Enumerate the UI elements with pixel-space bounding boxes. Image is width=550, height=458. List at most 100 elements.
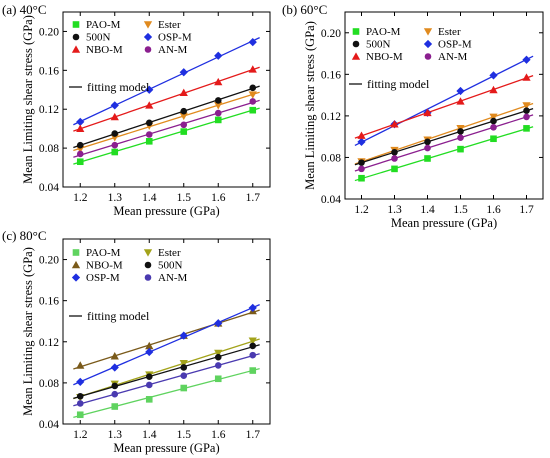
legend-label: NBO-M: [86, 44, 123, 56]
legend-marker-an-m: [144, 274, 152, 281]
legend-fit-label: fitting model: [367, 77, 430, 91]
y-tick-label: 0.20: [321, 28, 341, 40]
x-tick-label: 1.4: [142, 192, 157, 204]
panel-80c: (c) 80°C 1.2 1.3 1.4 1.5 1.6 1.7 0.04 0.08 0.12 0.…: [2, 228, 271, 455]
legend-label: Ester: [438, 26, 461, 38]
data-point-500n: [249, 84, 257, 92]
data-point-osp-m: [489, 71, 498, 80]
data-point-nbo-m: [110, 352, 119, 360]
x-axis-label: Mean pressure (GPa): [113, 441, 219, 455]
x-tick-label: 1.2: [354, 204, 369, 216]
legend-label: Ester: [158, 247, 181, 259]
data-point-500n: [76, 141, 84, 149]
data-point-osp-m: [145, 85, 154, 94]
data-point-pao-m: [180, 384, 188, 392]
data-point-pao-m: [76, 158, 84, 166]
legend-label: PAO-M: [366, 26, 401, 38]
legend-marker-pao-m: [72, 249, 80, 256]
data-point-500n: [424, 138, 431, 146]
y-tick-label: 0.20: [39, 255, 59, 267]
data-point-osp-m: [179, 331, 188, 340]
data-point-500n: [249, 342, 257, 350]
data-point-500n: [391, 148, 398, 156]
y-tick-label: 0.08: [39, 378, 59, 390]
fit-line-ester: [354, 102, 534, 165]
series-area: [73, 303, 260, 419]
data-point-nbo-m: [423, 108, 432, 117]
data-point-nbo-m: [145, 341, 154, 350]
y-tick-label: 0.16: [39, 296, 59, 308]
data-point-an-m: [214, 362, 222, 369]
data-point-pao-m: [76, 411, 84, 419]
legend-label: NBO-M: [366, 51, 403, 63]
data-point-osp-m: [145, 347, 154, 357]
x-tick-label: 1.3: [108, 192, 123, 204]
data-point-500n: [214, 353, 222, 361]
data-point-osp-m: [522, 55, 531, 64]
data-point-pao-m: [424, 155, 431, 162]
y-tick-label: 0.04: [39, 419, 59, 431]
data-point-an-m: [457, 134, 464, 142]
legend-marker-500n: [144, 261, 152, 269]
data-point-osp-m: [248, 303, 257, 312]
data-point-ester: [179, 360, 188, 368]
fit-line-nbo-m: [354, 75, 534, 139]
x-tick-label: 1.2: [73, 429, 88, 441]
x-tick-label: 1.3: [108, 429, 123, 441]
data-point-nbo-m: [357, 131, 366, 139]
data-point-pao-m: [523, 125, 530, 132]
legend-label: NBO-M: [86, 260, 123, 272]
legend: PAO-M Ester 500N OSP-M NBO-M AN-M fitting mode…: [69, 19, 192, 94]
legend-label: PAO-M: [86, 19, 121, 31]
data-point-ester: [214, 102, 223, 110]
legend-fit-label: fitting model: [87, 80, 150, 94]
legend-marker-osp-m: [423, 39, 433, 49]
data-point-an-m: [249, 98, 257, 105]
plot-frame: [62, 238, 271, 425]
data-point-ester: [214, 349, 223, 358]
data-point-an-m: [76, 400, 84, 407]
y-tick-label: 0.08: [39, 143, 59, 155]
legend-marker-nbo-m: [71, 45, 81, 53]
data-point-an-m: [180, 121, 188, 129]
legend-label: 500N: [366, 39, 391, 51]
data-point-an-m: [490, 124, 497, 131]
data-point-nbo-m: [214, 77, 223, 86]
data-point-ester: [179, 112, 188, 121]
legend-label: AN-M: [438, 51, 468, 63]
fit-line-pao-m: [354, 126, 534, 182]
panel-title: (b) 60°C: [282, 2, 327, 17]
data-point-osp-m: [248, 38, 257, 47]
legend: PAO-M Ester NBO-M 500N OSP-M AN-M fitting mode…: [69, 247, 188, 323]
fit-line-osp-m: [73, 37, 260, 126]
x-tick-label: 1.4: [420, 204, 435, 216]
y-axis-label: Mean Limiting shear stress (GPa): [21, 247, 35, 416]
x-axis-label: Mean pressure (GPa): [391, 216, 497, 230]
data-point-nbo-m: [489, 85, 498, 94]
x-tick-label: 1.7: [519, 204, 534, 216]
legend-marker-osp-m: [143, 32, 153, 42]
data-point-an-m: [111, 390, 119, 398]
fit-line-osp-m: [73, 304, 260, 386]
fit-line-nbo-m: [73, 66, 260, 132]
data-point-nbo-m: [248, 65, 257, 73]
legend-marker-pao-m: [72, 21, 80, 28]
y-tick-label: 0.08: [321, 152, 341, 164]
data-point-pao-m: [358, 174, 365, 182]
data-point-pao-m: [145, 138, 153, 145]
data-point-pao-m: [180, 128, 188, 135]
data-point-nbo-m: [456, 97, 465, 105]
legend-marker-an-m: [144, 46, 152, 53]
fit-line-ester: [73, 338, 260, 400]
data-point-an-m: [145, 131, 153, 138]
panel-title: (a) 40°C: [2, 2, 47, 17]
data-point-nbo-m: [522, 73, 531, 81]
data-point-an-m: [180, 372, 188, 379]
data-point-pao-m: [249, 367, 257, 374]
data-point-500n: [111, 382, 119, 390]
series-area: [73, 37, 260, 166]
data-point-osp-m: [214, 51, 223, 60]
fit-line-pao-m: [73, 368, 260, 418]
x-tick-label: 1.6: [211, 429, 226, 441]
plot-frame: [62, 11, 271, 188]
